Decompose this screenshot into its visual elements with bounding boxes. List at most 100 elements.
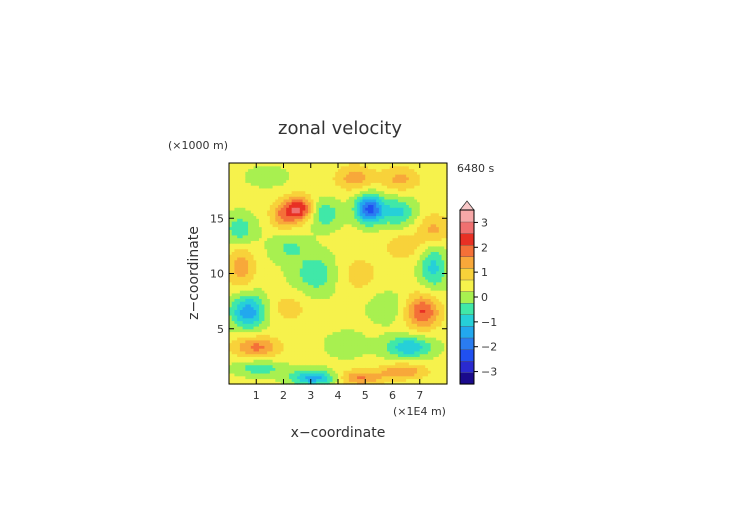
heatmap-cell: [346, 279, 350, 283]
heatmap-cell: [283, 234, 287, 239]
heatmap-cell: [234, 276, 238, 280]
heatmap-cell: [258, 174, 263, 178]
heatmap-cell: [242, 317, 246, 322]
heatmap-cell: [256, 185, 260, 189]
heatmap-cell: [294, 163, 298, 167]
heatmap-cell: [231, 171, 236, 175]
heatmap-cell: [229, 314, 233, 319]
heatmap-cell: [229, 232, 233, 236]
heatmap-cell: [395, 312, 399, 316]
heatmap-cell: [308, 320, 312, 324]
heatmap-cell: [327, 337, 331, 341]
heatmap-cell: [332, 350, 336, 355]
heatmap-cell: [338, 320, 342, 324]
heatmap-cell: [256, 381, 260, 385]
heatmap-cell: [365, 212, 369, 217]
heatmap-cell: [231, 168, 236, 172]
heatmap-cell: [283, 163, 287, 167]
heatmap-cell: [286, 163, 290, 167]
heatmap-cell: [370, 254, 375, 258]
heatmap-cell: [229, 353, 233, 357]
heatmap-cell: [389, 273, 394, 277]
heatmap-cell: [351, 281, 355, 286]
heatmap-cell: [324, 165, 328, 170]
heatmap-cell: [275, 367, 279, 371]
heatmap-cell: [354, 201, 358, 206]
heatmap-cell: [286, 342, 290, 346]
heatmap-cell: [308, 334, 312, 338]
heatmap-cell: [316, 273, 320, 277]
heatmap-cell: [389, 207, 394, 211]
heatmap-cell: [239, 256, 244, 261]
heatmap-cell: [253, 207, 257, 211]
heatmap-cell: [376, 209, 380, 214]
heatmap-cell: [324, 353, 328, 357]
heatmap-cell: [269, 201, 274, 206]
heatmap-cell: [376, 198, 380, 203]
heatmap-cell: [313, 185, 317, 189]
heatmap-cell: [397, 378, 402, 382]
heatmap-cell: [378, 279, 383, 283]
heatmap-cell: [381, 312, 385, 316]
heatmap-cell: [237, 165, 241, 170]
heatmap-cell: [297, 370, 301, 374]
heatmap-cell: [299, 375, 304, 380]
heatmap-cell: [313, 207, 317, 211]
heatmap-cell: [302, 190, 306, 194]
heatmap-cell: [359, 223, 364, 228]
heatmap-cell: [237, 262, 241, 266]
heatmap-cell: [327, 292, 331, 297]
heatmap-cell: [348, 306, 353, 311]
heatmap-cell: [242, 251, 246, 255]
heatmap-cell: [376, 312, 380, 316]
heatmap-cell: [283, 248, 287, 252]
heatmap-cell: [376, 273, 380, 277]
heatmap-cell: [234, 267, 238, 272]
heatmap-cell: [267, 287, 271, 291]
heatmap-cell: [269, 267, 274, 272]
heatmap-cell: [324, 337, 328, 341]
heatmap-cell: [332, 254, 336, 258]
heatmap-cell: [264, 212, 268, 217]
heatmap-cell: [313, 353, 317, 357]
heatmap-cell: [278, 232, 282, 236]
heatmap-cell: [256, 176, 260, 181]
heatmap-cell: [234, 325, 238, 330]
heatmap-cell: [272, 361, 276, 366]
heatmap-cell: [354, 176, 358, 181]
heatmap-cell: [305, 281, 309, 286]
heatmap-cell: [261, 198, 266, 203]
heatmap-cell: [343, 223, 347, 228]
heatmap-cell: [367, 174, 372, 178]
heatmap-cell: [267, 328, 271, 333]
heatmap-cell: [288, 342, 293, 346]
heatmap-cell: [231, 163, 236, 167]
heatmap-cell: [392, 212, 396, 217]
heatmap-cell: [395, 248, 399, 252]
heatmap-cell: [278, 204, 282, 208]
heatmap-cell: [253, 334, 257, 338]
heatmap-cell: [381, 196, 385, 200]
heatmap-cell: [318, 273, 323, 277]
heatmap-cell: [313, 240, 317, 244]
heatmap-cell: [234, 279, 238, 283]
heatmap-cell: [272, 196, 276, 200]
heatmap-cell: [231, 165, 236, 170]
heatmap-cell: [286, 251, 290, 255]
heatmap-cell: [248, 256, 252, 261]
heatmap-cell: [294, 209, 298, 214]
heatmap-cell: [261, 185, 266, 189]
heatmap-cell: [239, 182, 244, 186]
heatmap-cell: [313, 259, 317, 264]
heatmap-cell: [278, 320, 282, 324]
heatmap-cell: [359, 331, 364, 335]
heatmap-cell: [365, 276, 369, 280]
heatmap-cell: [294, 232, 298, 236]
heatmap-cell: [329, 303, 334, 308]
heatmap-cell: [362, 232, 366, 236]
heatmap-cell: [340, 375, 345, 380]
heatmap-cell: [316, 248, 320, 252]
heatmap-cell: [321, 259, 325, 264]
heatmap-cell: [234, 348, 238, 352]
heatmap-cell: [256, 292, 260, 297]
